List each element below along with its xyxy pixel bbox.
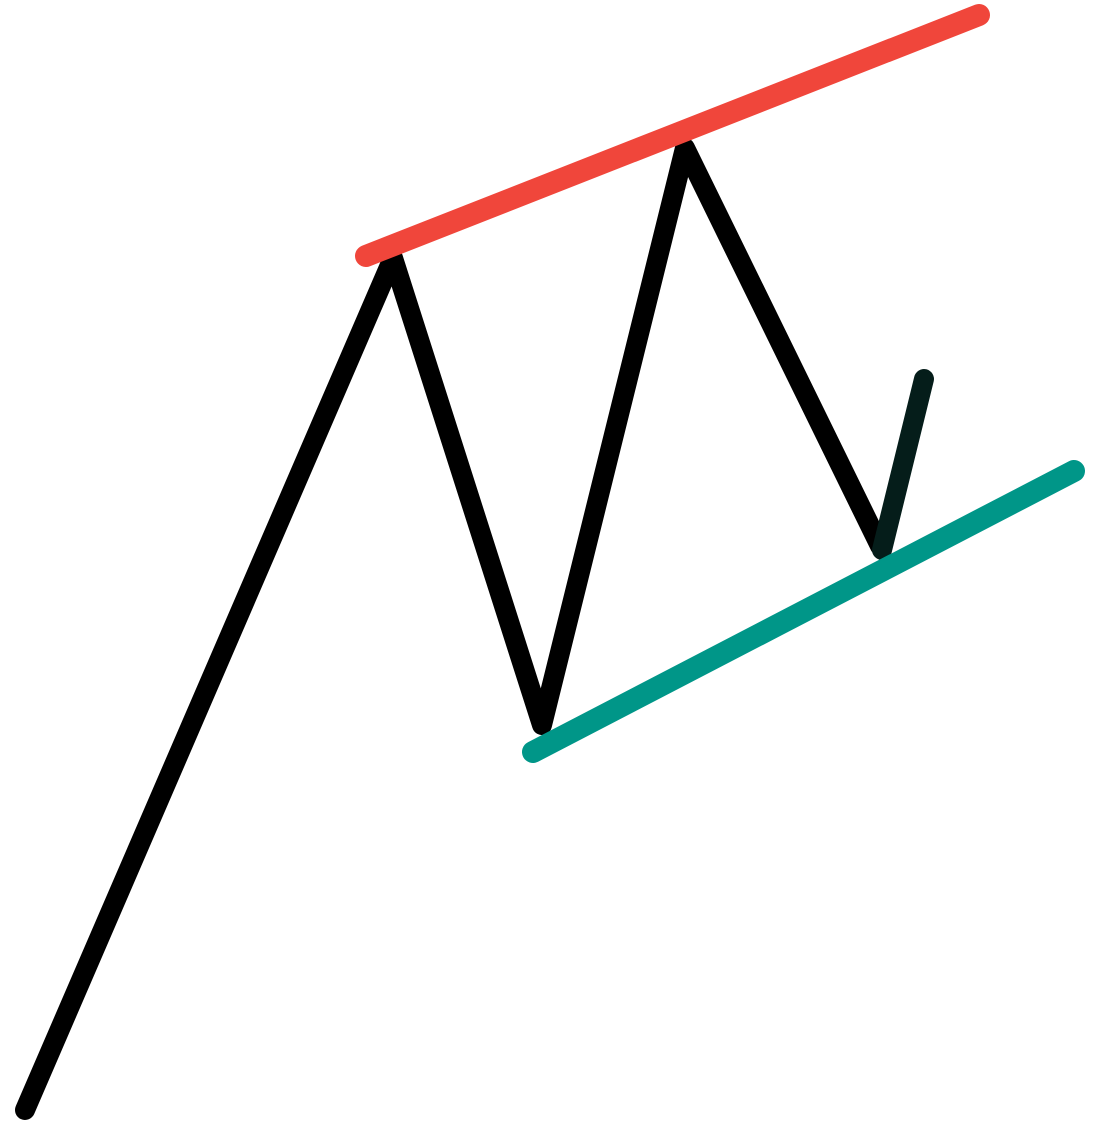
price-path xyxy=(15,138,890,1120)
breakdown-leg xyxy=(872,369,934,560)
support-trendline xyxy=(522,460,1085,763)
resistance-trendline xyxy=(355,4,990,267)
